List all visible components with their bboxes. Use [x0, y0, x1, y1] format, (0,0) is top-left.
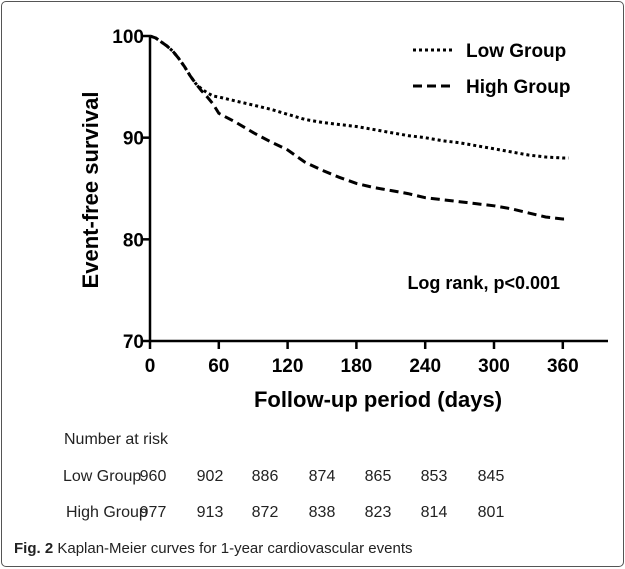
x-ticks: 0 60 120 180 240 300 360 [145, 341, 579, 377]
x-tick-label: 300 [478, 356, 510, 377]
series-line-low-group [149, 34, 569, 160]
y-tick-label: 90 [123, 129, 144, 150]
y-ticks: 70 80 90 100 [112, 27, 150, 353]
y-tick-label: 80 [123, 230, 144, 251]
figure-number: Fig. 2 [14, 540, 54, 557]
x-tick-label: 360 [547, 356, 579, 377]
series-lines [149, 34, 569, 221]
x-tick-label: 120 [272, 356, 304, 377]
x-tick-label: 0 [145, 356, 156, 377]
km-chart: 70 80 90 100 0 60 120 180 240 300 360 Low Group Hi… [78, 27, 608, 412]
x-tick-label: 180 [341, 356, 373, 377]
x-axis-label: Follow-up period (days) [254, 387, 502, 412]
y-tick-label: 70 [123, 332, 144, 353]
y-axis-label: Event-free survival [78, 92, 103, 289]
figure-caption-text: Kaplan-Meier curves for 1-year cardiovas… [57, 540, 413, 557]
x-tick-label: 240 [409, 356, 441, 377]
legend-label: Low Group [466, 41, 566, 62]
series-line-high-group [149, 34, 569, 221]
axes [148, 36, 608, 343]
x-tick-label: 60 [208, 356, 229, 377]
legend: Low Group High Group [413, 41, 570, 98]
figure-caption: Fig. 2 Kaplan-Meier curves for 1-year ca… [14, 540, 413, 557]
log-rank-annotation: Log rank, p<0.001 [407, 273, 560, 293]
y-tick-label: 100 [112, 27, 144, 48]
legend-label: High Group [466, 77, 570, 98]
